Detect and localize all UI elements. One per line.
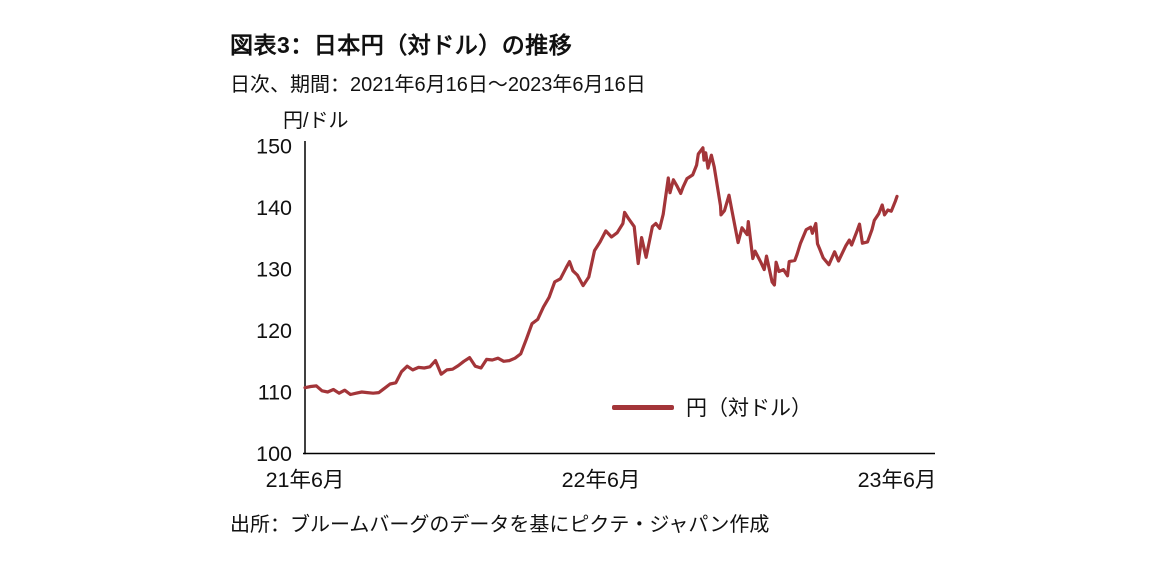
chart-title: 図表3：日本円（対ドル）の推移 (230, 32, 573, 58)
y-axis-tick-label: 100 (256, 442, 292, 466)
legend-series-label: 円（対ドル） (686, 397, 812, 420)
series-line-jpy-usd (303, 146, 899, 397)
y-axis-tick-label: 140 (256, 196, 292, 220)
chart-legend: 円（対ドル） (612, 393, 812, 421)
x-axis-tick-label: 22年6月 (562, 468, 641, 492)
chart-subtitle: 日次、期間：2021年6月16日～2023年6月16日 (230, 74, 646, 96)
y-axis-tick-label: 150 (256, 135, 292, 159)
x-axis-tick-label: 21年6月 (266, 468, 345, 492)
x-axis-tick-label: 23年6月 (858, 468, 937, 492)
y-axis-tick-label: 110 (258, 381, 292, 405)
source-note: 出所：ブルームバーグのデータを基にピクテ・ジャパン作成 (230, 514, 770, 536)
y-axis-unit-label: 円/ドル (283, 110, 349, 132)
y-axis-tick-label: 130 (256, 258, 292, 282)
legend-line-swatch (612, 404, 674, 410)
y-axis-tick-label: 120 (256, 319, 292, 343)
